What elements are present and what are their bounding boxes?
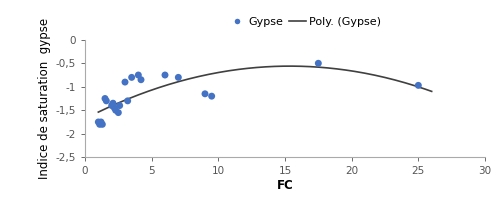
Point <box>174 76 182 79</box>
Point <box>161 73 169 77</box>
Point <box>98 123 106 126</box>
Point <box>134 73 142 77</box>
Point <box>110 106 118 109</box>
Point <box>109 102 117 105</box>
Point <box>121 80 129 84</box>
Point <box>94 120 102 124</box>
Point <box>124 99 132 102</box>
Point <box>208 95 216 98</box>
Y-axis label: Indice de saturation  gypse: Indice de saturation gypse <box>38 18 52 179</box>
Point <box>101 97 109 100</box>
Point <box>108 104 116 107</box>
Point <box>137 78 145 81</box>
Point <box>102 99 110 102</box>
Point <box>128 76 136 79</box>
Point <box>201 92 209 95</box>
Point <box>116 104 124 107</box>
X-axis label: FC: FC <box>276 179 293 192</box>
Point <box>114 111 122 114</box>
Legend: Gypse, Poly. (Gypse): Gypse, Poly. (Gypse) <box>224 13 386 31</box>
Point <box>112 109 120 112</box>
Point <box>97 120 105 124</box>
Point <box>414 84 422 87</box>
Point <box>314 62 322 65</box>
Point <box>96 123 104 126</box>
